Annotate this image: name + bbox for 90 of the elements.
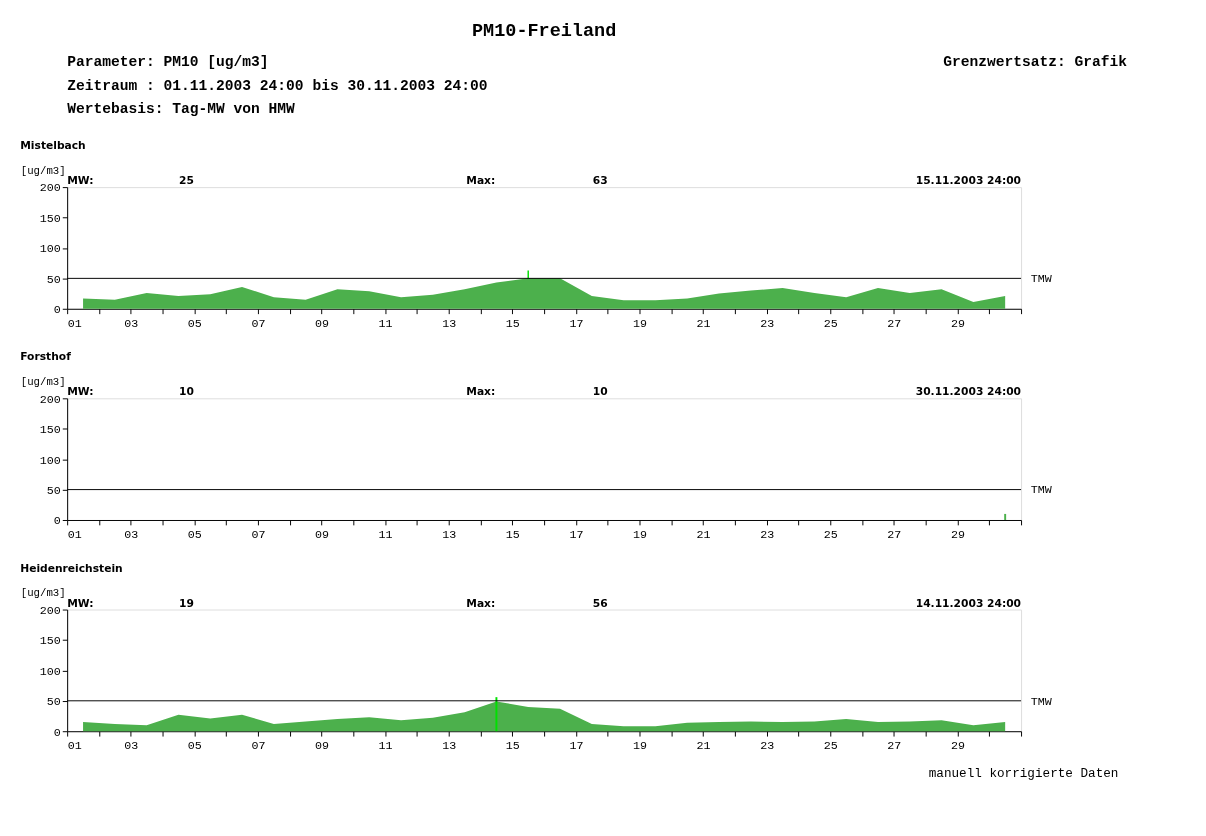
- y-tick-label: 0: [53, 303, 61, 318]
- x-tick-label: 01: [67, 316, 82, 331]
- text: Grenzwertsatz: Grafik: [943, 54, 1128, 71]
- x-tick-label: 27: [887, 316, 902, 331]
- y-tick-label: 200: [39, 603, 61, 618]
- text: 30.11.2003 24:00: [915, 385, 1022, 399]
- x-tick-label: 15: [505, 316, 520, 331]
- x-tick-label: 05: [187, 316, 202, 331]
- y-axis-title: [ug/m3]: [20, 587, 66, 600]
- x-tick-label: 13: [442, 316, 457, 331]
- x-tick-label: 29: [950, 528, 965, 543]
- x-tick-label: 03: [124, 528, 139, 543]
- x-tick-label: 07: [251, 316, 266, 331]
- x-tick-label: 17: [569, 528, 584, 543]
- y-tick-label: 100: [39, 664, 61, 679]
- text: MW:: [67, 596, 94, 610]
- x-tick-label: 13: [442, 528, 457, 543]
- x-tick-label: 23: [760, 739, 775, 754]
- x-tick-label: 17: [569, 316, 584, 331]
- text: Parameter: PM10 [ug/m3]: [67, 54, 269, 71]
- y-tick-label: 0: [53, 725, 61, 740]
- x-tick-label: 11: [378, 739, 393, 754]
- text: 15.11.2003 24:00: [915, 174, 1022, 188]
- y-tick-label: 150: [39, 634, 61, 649]
- x-tick-label: 11: [378, 316, 393, 331]
- y-tick-label: 150: [39, 423, 61, 438]
- y-tick-label: 50: [46, 695, 61, 710]
- x-tick-label: 25: [823, 528, 838, 543]
- text: PM10-Freiland: [472, 21, 617, 43]
- x-tick-label: 29: [950, 739, 965, 754]
- x-tick-label: 21: [696, 316, 711, 331]
- x-tick-label: 19: [632, 528, 647, 543]
- chart-title: Forsthof: [20, 350, 72, 364]
- text: Max:: [466, 385, 496, 399]
- chart-title: Mistelbach: [20, 139, 86, 153]
- text: MW:: [67, 174, 94, 188]
- x-tick-label: 15: [505, 528, 520, 543]
- text: 63: [592, 174, 608, 188]
- x-tick-label: 27: [887, 528, 902, 543]
- x-tick-label: 29: [950, 316, 965, 331]
- text: Max:: [466, 596, 496, 610]
- y-tick-label: 50: [46, 483, 61, 498]
- text: manuell korrigierte Daten: [928, 765, 1119, 781]
- x-tick-label: 13: [442, 739, 457, 754]
- chart-title: Heidenreichstein: [20, 561, 123, 575]
- x-tick-label: 05: [187, 739, 202, 754]
- x-tick-label: 09: [315, 528, 330, 543]
- x-tick-label: 09: [315, 316, 330, 331]
- y-axis-title: [ug/m3]: [20, 164, 66, 177]
- y-tick-label: 100: [39, 242, 61, 257]
- x-tick-label: 01: [67, 528, 82, 543]
- ref-line-label: TMW: [1030, 694, 1052, 709]
- x-tick-label: 17: [569, 739, 584, 754]
- x-tick-label: 05: [187, 528, 202, 543]
- x-tick-label: 09: [315, 739, 330, 754]
- x-tick-label: 27: [887, 739, 902, 754]
- y-tick-label: 150: [39, 211, 61, 226]
- x-tick-label: 07: [251, 739, 266, 754]
- ref-line-label: TMW: [1030, 483, 1052, 498]
- text: Wertebasis: Tag-MW von HMW: [67, 101, 296, 118]
- y-axis-title: [ug/m3]: [20, 376, 66, 389]
- y-tick-label: 200: [39, 181, 61, 196]
- text: 10: [592, 385, 608, 399]
- y-tick-label: 200: [39, 392, 61, 407]
- x-tick-label: 23: [760, 528, 775, 543]
- x-tick-label: 21: [696, 528, 711, 543]
- x-tick-label: 25: [823, 316, 838, 331]
- ref-line-label: TMW: [1030, 272, 1052, 287]
- y-tick-label: 50: [46, 272, 61, 287]
- text: Max:: [466, 174, 496, 188]
- text: 25: [179, 174, 194, 188]
- x-tick-label: 19: [632, 739, 647, 754]
- text: Zeitraum : 01.11.2003 24:00 bis 30.11.2003 24:00: [67, 77, 488, 94]
- x-tick-label: 07: [251, 528, 266, 543]
- x-tick-label: 25: [823, 739, 838, 754]
- x-tick-label: 15: [505, 739, 520, 754]
- text: 19: [179, 596, 194, 610]
- text: 10: [179, 385, 194, 399]
- text: MW:: [67, 385, 94, 399]
- x-tick-label: 11: [378, 528, 393, 543]
- x-tick-label: 19: [632, 316, 647, 331]
- y-tick-label: 0: [53, 514, 61, 529]
- x-tick-label: 03: [124, 739, 139, 754]
- y-tick-label: 100: [39, 453, 61, 468]
- x-tick-label: 01: [67, 739, 82, 754]
- text: 56: [592, 596, 608, 610]
- text: 14.11.2003 24:00: [915, 596, 1022, 610]
- x-tick-label: 21: [696, 739, 711, 754]
- x-tick-label: 03: [124, 316, 139, 331]
- x-tick-label: 23: [760, 316, 775, 331]
